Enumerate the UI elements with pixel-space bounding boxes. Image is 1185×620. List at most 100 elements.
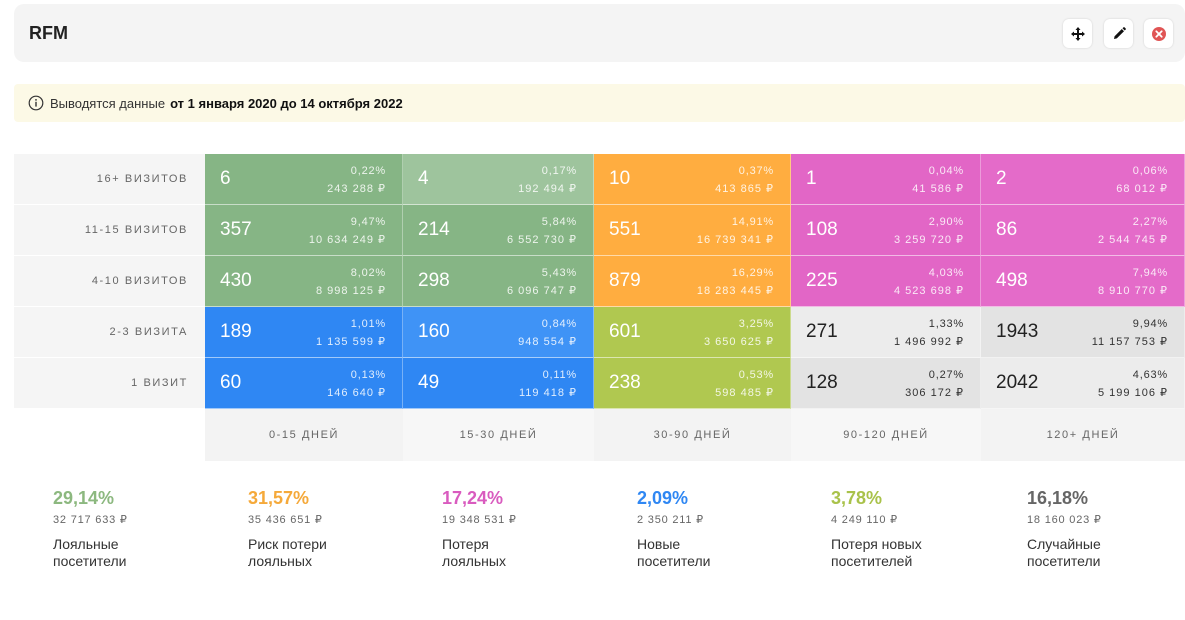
rfm-cell[interactable]: 498 7,94% 8 910 770 ₽ — [981, 256, 1185, 307]
segment-name: Новые посетители — [637, 536, 711, 569]
cell-sum: 5 199 106 ₽ — [1098, 387, 1168, 399]
rfm-cell[interactable]: 298 5,43% 6 096 747 ₽ — [403, 256, 594, 307]
cell-percent: 0,37% — [738, 165, 774, 177]
cell-percent: 7,94% — [1132, 267, 1168, 279]
segment-summary-risk: 31,57% 35 436 651 ₽ Риск потери лояльных — [248, 488, 418, 570]
cell-sum: 146 640 ₽ — [327, 387, 386, 399]
rfm-cell[interactable]: 60 0,13% 146 640 ₽ — [205, 358, 403, 409]
cell-count: 879 — [609, 270, 641, 291]
info-icon — [28, 95, 44, 111]
column-label: 0-15 дней — [205, 409, 403, 461]
column-label: 30-90 дней — [594, 409, 791, 461]
rfm-cell[interactable]: 6 0,22% 243 288 ₽ — [205, 154, 403, 205]
cell-sum: 10 634 249 ₽ — [308, 234, 386, 246]
rfm-cell[interactable]: 214 5,84% 6 552 730 ₽ — [403, 205, 594, 256]
close-icon — [1151, 26, 1166, 41]
cell-sum: 8 998 125 ₽ — [316, 285, 386, 297]
rfm-cell[interactable]: 357 9,47% 10 634 249 ₽ — [205, 205, 403, 256]
cell-percent: 2,90% — [928, 216, 964, 228]
cell-percent: 3,25% — [738, 318, 774, 330]
notice-date-range: от 1 января 2020 до 14 октября 2022 — [170, 95, 403, 111]
rfm-cell[interactable]: 86 2,27% 2 544 745 ₽ — [981, 205, 1185, 256]
rfm-cell[interactable]: 879 16,29% 18 283 445 ₽ — [594, 256, 791, 307]
cell-count: 2 — [996, 168, 1007, 189]
row-label: 11-15 визитов — [14, 205, 205, 256]
cell-sum: 3 259 720 ₽ — [894, 234, 964, 246]
cell-sum: 413 865 ₽ — [715, 183, 774, 195]
rfm-cell[interactable]: 1943 9,94% 11 157 753 ₽ — [981, 307, 1185, 358]
rfm-cell[interactable]: 225 4,03% 4 523 698 ₽ — [791, 256, 981, 307]
segment-name: Лояльные посетители — [53, 536, 127, 569]
rfm-cell[interactable]: 49 0,11% 119 418 ₽ — [403, 358, 594, 409]
edit-button[interactable] — [1104, 19, 1133, 48]
cell-sum: 598 485 ₽ — [715, 387, 774, 399]
cell-sum: 6 096 747 ₽ — [507, 285, 577, 297]
cell-percent: 0,84% — [541, 318, 577, 330]
cell-count: 160 — [418, 321, 450, 342]
cell-sum: 192 494 ₽ — [518, 183, 577, 195]
widget-header: RFM — [14, 4, 1185, 62]
cell-count: 6 — [220, 168, 231, 189]
cell-count: 601 — [609, 321, 641, 342]
cell-sum: 1 135 599 ₽ — [316, 336, 386, 348]
rfm-cell[interactable]: 601 3,25% 3 650 625 ₽ — [594, 307, 791, 358]
rfm-cell[interactable]: 4 0,17% 192 494 ₽ — [403, 154, 594, 205]
segment-sum: 35 436 651 ₽ — [248, 514, 323, 526]
segment-summary-new: 2,09% 2 350 211 ₽ Новые посетители — [637, 488, 807, 570]
segment-name: Риск потери лояльных — [248, 536, 327, 569]
cell-sum: 4 523 698 ₽ — [894, 285, 964, 297]
cell-count: 1 — [806, 168, 817, 189]
segment-sum: 32 717 633 ₽ — [53, 514, 128, 526]
segment-summary-lost-loyal: 17,24% 19 348 531 ₽ Потеря лояльных — [442, 488, 612, 570]
cell-sum: 306 172 ₽ — [905, 387, 964, 399]
rfm-cell[interactable]: 430 8,02% 8 998 125 ₽ — [205, 256, 403, 307]
rfm-cell[interactable]: 2042 4,63% 5 199 106 ₽ — [981, 358, 1185, 409]
rfm-cell[interactable]: 160 0,84% 948 554 ₽ — [403, 307, 594, 358]
cell-percent: 0,13% — [350, 369, 386, 381]
segment-summary-random: 16,18% 18 160 023 ₽ Случайные посетители — [1027, 488, 1185, 570]
cell-sum: 243 288 ₽ — [327, 183, 386, 195]
cell-percent: 16,29% — [731, 267, 774, 279]
cell-percent: 14,91% — [731, 216, 774, 228]
cell-sum: 41 586 ₽ — [912, 183, 964, 195]
segment-sum: 4 249 110 ₽ — [831, 514, 898, 526]
rfm-cell[interactable]: 271 1,33% 1 496 992 ₽ — [791, 307, 981, 358]
rfm-cell[interactable]: 128 0,27% 306 172 ₽ — [791, 358, 981, 409]
rfm-cell[interactable]: 238 0,53% 598 485 ₽ — [594, 358, 791, 409]
cell-sum: 16 739 341 ₽ — [696, 234, 774, 246]
row-label: 16+ визитов — [14, 154, 205, 205]
segment-summary-loyal: 29,14% 32 717 633 ₽ Лояльные посетители — [53, 488, 223, 570]
row-label: 4-10 визитов — [14, 256, 205, 307]
cell-percent: 0,17% — [541, 165, 577, 177]
segment-percent: 3,78% — [831, 488, 883, 508]
cell-count: 430 — [220, 270, 252, 291]
cell-count: 498 — [996, 270, 1028, 291]
rfm-cell[interactable]: 551 14,91% 16 739 341 ₽ — [594, 205, 791, 256]
cell-sum: 11 157 753 ₽ — [1091, 336, 1168, 348]
cell-percent: 1,01% — [350, 318, 386, 330]
rfm-cell[interactable]: 108 2,90% 3 259 720 ₽ — [791, 205, 981, 256]
cell-count: 271 — [806, 321, 838, 342]
column-label: 15-30 дней — [403, 409, 594, 461]
column-label: 120+ дней — [981, 409, 1185, 461]
close-button[interactable] — [1144, 19, 1173, 48]
rfm-cell[interactable]: 189 1,01% 1 135 599 ₽ — [205, 307, 403, 358]
pencil-icon — [1113, 26, 1126, 39]
segment-name: Потеря новых посетителей — [831, 536, 922, 569]
segment-percent: 29,14% — [53, 488, 115, 508]
cell-sum: 68 012 ₽ — [1116, 183, 1168, 195]
column-label: 90-120 дней — [791, 409, 981, 461]
cell-percent: 9,94% — [1132, 318, 1168, 330]
rfm-matrix: 16+ визитов 6 0,22% 243 288 ₽ 4 0,17% 192 49… — [14, 154, 1185, 461]
rfm-cell[interactable]: 10 0,37% 413 865 ₽ — [594, 154, 791, 205]
cell-percent: 0,04% — [928, 165, 964, 177]
rfm-cell[interactable]: 2 0,06% 68 012 ₽ — [981, 154, 1185, 205]
cell-count: 1943 — [996, 321, 1039, 342]
cell-count: 189 — [220, 321, 252, 342]
row-label: 2-3 визита — [14, 307, 205, 358]
rfm-cell[interactable]: 1 0,04% 41 586 ₽ — [791, 154, 981, 205]
move-button[interactable] — [1063, 19, 1092, 48]
segment-percent: 16,18% — [1027, 488, 1089, 508]
cell-count: 357 — [220, 219, 252, 240]
cell-sum: 3 650 625 ₽ — [704, 336, 774, 348]
